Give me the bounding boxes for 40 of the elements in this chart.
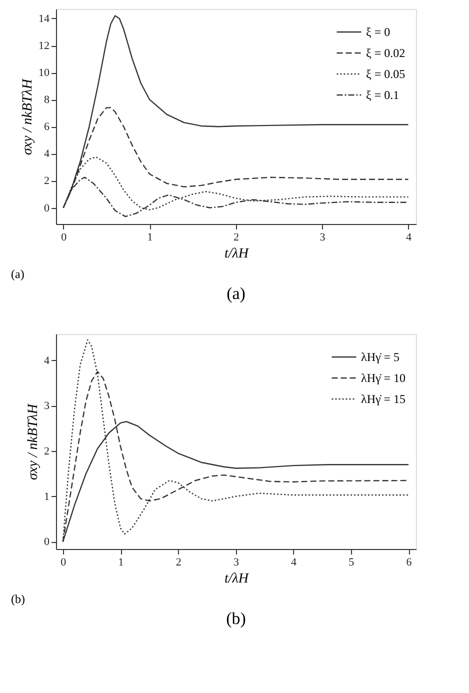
y-tick-label: 4 [44, 148, 50, 160]
legend-label: ξ = 0.05 [366, 67, 406, 81]
y-axis-title: σxy / nkBTλH [26, 403, 41, 480]
y-tick-label: 0 [44, 202, 50, 214]
y-tick-label: 6 [44, 121, 50, 134]
legend-label: λHγ̇ = 10 [361, 371, 406, 385]
x-tick-label: 1 [147, 232, 153, 244]
x-tick-label: 1 [118, 556, 124, 568]
y-tick-label: 1 [44, 490, 50, 503]
x-tick-label: 4 [291, 556, 298, 568]
text: (a) [11, 267, 24, 281]
text: (a) [226, 284, 246, 303]
y-tick-label: 8 [44, 94, 50, 106]
y-tick-label: 3 [44, 400, 50, 412]
x-tick-label: 2 [234, 232, 240, 244]
x-axis-title: t/λH [224, 246, 250, 262]
y-tick-label: 2 [44, 175, 50, 188]
y-axis-title: σxy / nkBTλH [20, 78, 36, 155]
legend-label: λHγ̇ = 15 [361, 392, 406, 406]
x-tick-label: 3 [320, 232, 326, 244]
y-tick-label: 12 [38, 40, 50, 52]
y-tick-label: 2 [44, 446, 50, 458]
legend-label: ξ = 0 [366, 25, 390, 39]
y-tick-label: 0 [44, 536, 50, 548]
x-tick-label: 0 [60, 556, 67, 568]
x-tick-label: 4 [406, 232, 412, 244]
x-tick-label: 3 [233, 556, 240, 568]
y-tick-label: 4 [44, 354, 50, 367]
text: (b) [11, 592, 25, 606]
legend-label: λHγ̇ = 5 [361, 350, 400, 364]
x-axis-title: t/λH [224, 572, 250, 586]
x-tick-label: 2 [176, 556, 182, 568]
x-tick-label: 0 [61, 232, 68, 244]
x-tick-label: 6 [406, 556, 412, 568]
x-tick-label: 5 [348, 556, 355, 568]
y-tick-label: 14 [38, 12, 50, 25]
legend-label: ξ = 0.02 [366, 46, 406, 60]
legend-label: ξ = 0.1 [366, 88, 400, 102]
text: (b) [226, 609, 246, 628]
y-tick-label: 10 [38, 67, 50, 80]
